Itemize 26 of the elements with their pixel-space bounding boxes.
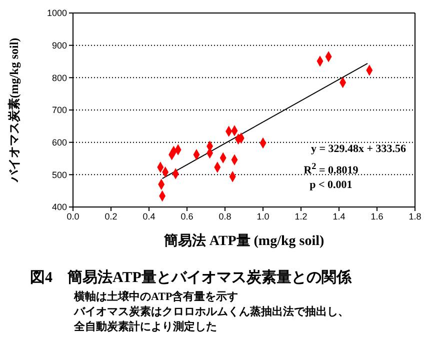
y-tick-label: 400 [52,202,67,212]
x-axis-title: 簡易法 ATP量 (mg/kg soil) [162,232,326,250]
annotation: p < 0.001 [308,179,354,191]
text: 全自動炭素計により測定した [74,320,217,334]
x-tick-label: 0.0 [66,211,80,222]
y-tick-label: 500 [52,170,67,180]
annotation: R$^{2}$ = 0.8019 [302,161,360,177]
annotation: y = 329.48x + 333.56 [310,143,406,155]
x-tick-label: 0.2 [104,211,118,222]
y-tick-label: 600 [52,138,67,148]
y-axis-title: バイオマス炭素(mg/kg soil) [7,38,21,184]
x-tick-label: 1.4 [332,211,346,222]
x-tick-label: 0.8 [218,211,232,222]
x-tick-label: 1.2 [294,211,308,222]
x-tick-label: 0.6 [180,211,194,222]
x-tick-label: 1.8 [408,211,422,222]
y-tick-label: 800 [52,72,67,83]
text: 図4 簡易法ATP量とバイオマス炭素量との関係 [30,268,352,287]
text: バイオマス炭素はクロロホルムくん蒸抽出法で抽出し、 [74,304,349,319]
x-tick-label: 0.4 [142,211,156,222]
y-tick-label: 900 [52,40,67,51]
x-tick-label: 1.0 [256,211,270,222]
x-tick-label: 1.6 [370,211,384,222]
text: 横軸は土壌中のATP含有量を示す [74,290,238,304]
y-tick-label: 1000 [46,8,67,18]
y-tick-label: 700 [52,105,67,116]
